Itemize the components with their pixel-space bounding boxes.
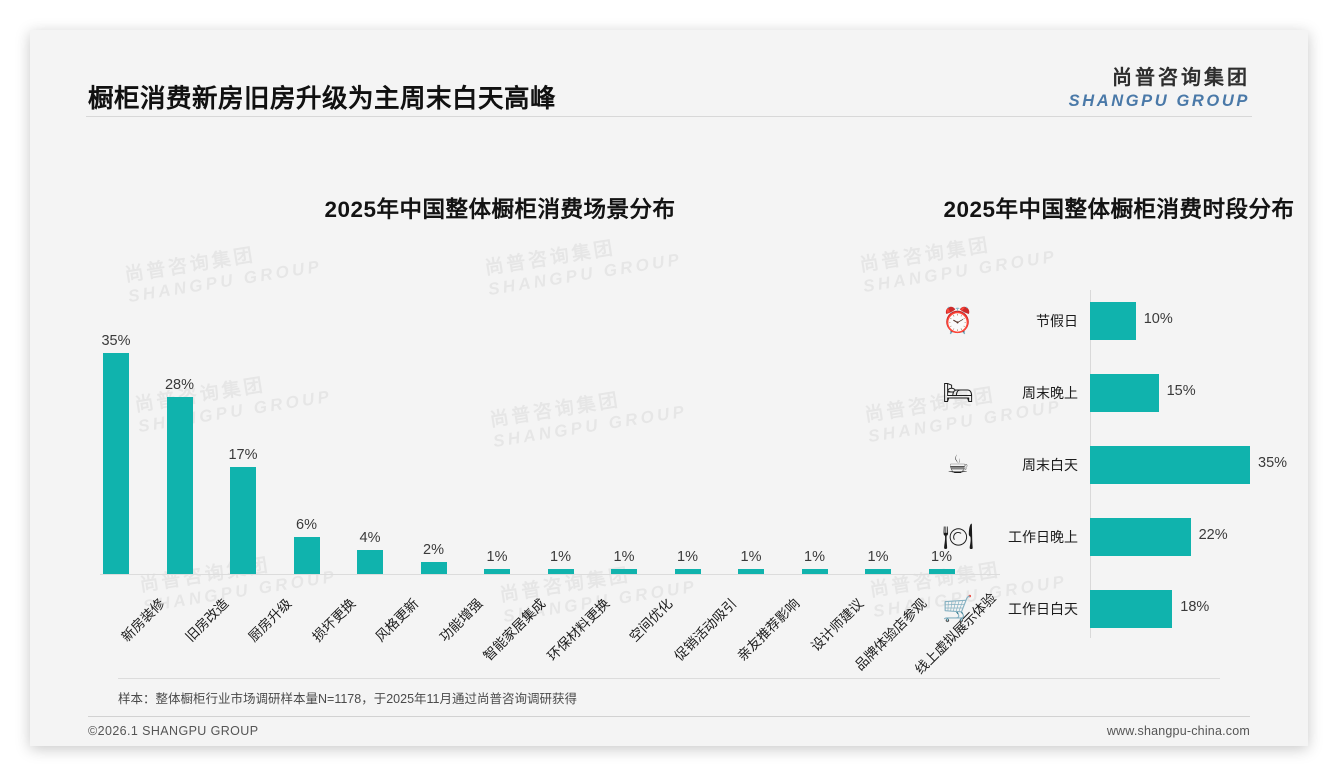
- footer-divider: [88, 716, 1250, 717]
- bar-value-label: 35%: [1258, 455, 1288, 471]
- bar-rect[interactable]: [484, 568, 510, 575]
- bar-track: 15%: [1090, 362, 1308, 424]
- page-title: 橱柜消费新房旧房升级为主周末白天高峰: [88, 85, 557, 113]
- bar-value-label: 18%: [1180, 599, 1210, 615]
- bar-rect[interactable]: [611, 568, 637, 575]
- logo-chinese-text: 尚普咨询集团: [1112, 67, 1250, 89]
- time-slot-row[interactable]: 🍽 工作日晚上 22%: [930, 506, 1308, 568]
- bar-value-label: 22%: [1198, 527, 1228, 543]
- bar-column[interactable]: 1%: [865, 300, 891, 575]
- brand-logo: 尚普咨询集团 SHANGPU GROUP: [1069, 66, 1250, 111]
- bar-rect[interactable]: [865, 568, 891, 575]
- time-slot-row[interactable]: ⏰ 节假日 10%: [930, 290, 1308, 352]
- row-category-label: 周末晚上: [1022, 385, 1078, 401]
- bar-value-label: 2%: [423, 542, 444, 559]
- row-category-label: 工作日晚上: [1008, 529, 1078, 545]
- bar-column[interactable]: 2%: [420, 300, 447, 575]
- bar-column[interactable]: 1%: [547, 300, 574, 575]
- bar-rect[interactable]: [1090, 590, 1173, 628]
- bar-column[interactable]: 17%: [228, 300, 258, 575]
- bar-value-label: 1%: [613, 548, 635, 565]
- bar-value-label: 17%: [228, 447, 258, 464]
- time-distribution-chart: 2025年中国整体橱柜消费时段分布 ⏰ 节假日 10% 🛏 周末晚上 15% ☕ 周末白天 35…: [930, 140, 1308, 660]
- bar-column[interactable]: 1%: [738, 300, 764, 575]
- chart-baseline: [100, 574, 1000, 575]
- bar-column[interactable]: 6%: [293, 300, 320, 575]
- bar-column[interactable]: 1%: [674, 300, 701, 575]
- bar-track: 18%: [1090, 578, 1308, 640]
- website-link[interactable]: www.shangpu-china.com: [1106, 724, 1250, 738]
- bar-rect[interactable]: [1090, 446, 1250, 484]
- bar-rect[interactable]: [103, 353, 129, 575]
- bar-value-label: 1%: [550, 548, 571, 565]
- coffee-cup-icon: ☕: [946, 450, 970, 479]
- bar-rect[interactable]: [1090, 518, 1191, 556]
- row-category-label: 周末白天: [1022, 457, 1078, 473]
- footnote-divider: [118, 678, 1220, 679]
- bar-value-label: 35%: [101, 333, 131, 349]
- bar-rect[interactable]: [230, 467, 256, 575]
- bar-rect[interactable]: [1090, 374, 1159, 412]
- time-slot-row[interactable]: 🛏 周末晚上 15%: [930, 362, 1308, 424]
- bar-value-label: 15%: [1166, 383, 1196, 399]
- sample-footnote: 样本：整体橱柜行业市场调研样本量N=1178，于2025年11月通过尚普咨询调研…: [118, 692, 577, 706]
- bar-rect[interactable]: [293, 536, 320, 575]
- copyright-text: ©2026.1 SHANGPU GROUP: [88, 724, 259, 738]
- header-divider: [86, 116, 1252, 117]
- bar-column[interactable]: 4%: [357, 300, 383, 575]
- bar-track: 10%: [1090, 290, 1308, 352]
- bar-value-label: 1%: [677, 548, 698, 565]
- bar-column[interactable]: 28%: [164, 300, 195, 575]
- shopping-cart-icon: 🛒: [942, 594, 974, 623]
- bar-rect[interactable]: [674, 568, 701, 575]
- bar-value-label: 1%: [931, 548, 952, 565]
- bed-icon: 🛏: [942, 378, 974, 407]
- horizontal-bar-group: ⏰ 节假日 10% 🛏 周末晚上 15% ☕ 周末白天 35% 🍽 工作日晚上 22% 🛒 工作日白天 18…: [930, 290, 1308, 640]
- row-category-label: 工作日白天: [1008, 601, 1078, 617]
- slide-card: 尚普咨询集团 SHANGPU GROUP 尚普咨询集团 SHANGPU GROU…: [30, 30, 1308, 746]
- bar-value-label: 1%: [486, 548, 508, 565]
- bar-value-label: 1%: [867, 548, 889, 565]
- bar-value-label: 1%: [804, 548, 825, 565]
- bar-rect[interactable]: [357, 549, 383, 575]
- scenario-distribution-chart: 2025年中国整体橱柜消费场景分布 35% 新房装修 28% 旧房改造 17% 厨房升级 6…: [70, 140, 1000, 677]
- bar-track: 22%: [1090, 506, 1308, 568]
- bar-rect[interactable]: [1090, 302, 1136, 340]
- bar-column[interactable]: 35%: [101, 300, 131, 575]
- slide-header: 橱柜消费新房旧房升级为主周末白天高峰 尚普咨询集团 SHANGPU GROUP: [30, 30, 1308, 116]
- plate-cutlery-icon: 🍽: [942, 522, 974, 551]
- row-category-label: 节假日: [1036, 313, 1078, 329]
- bar-rect[interactable]: [547, 568, 574, 575]
- bar-rect[interactable]: [801, 568, 828, 575]
- bar-rect[interactable]: [928, 568, 955, 575]
- bar-rect[interactable]: [166, 397, 193, 575]
- bar-value-label: 4%: [359, 529, 381, 546]
- bar-rect[interactable]: [420, 562, 447, 575]
- bar-value-label: 1%: [740, 548, 762, 565]
- bar-column[interactable]: 1%: [928, 300, 955, 575]
- bar-track: 35%: [1090, 434, 1308, 496]
- bar-column[interactable]: 1%: [484, 300, 510, 575]
- bar-value-label: 28%: [164, 377, 195, 394]
- bar-value-label: 6%: [296, 516, 317, 533]
- logo-english-text: SHANGPU GROUP: [1068, 92, 1250, 110]
- time-slot-row[interactable]: ☕ 周末白天 35%: [930, 434, 1308, 496]
- left-chart-title: 2025年中国整体橱柜消费场景分布: [324, 197, 676, 222]
- bar-value-label: 10%: [1143, 311, 1173, 327]
- right-chart-title: 2025年中国整体橱柜消费时段分布: [943, 197, 1295, 222]
- bar-column[interactable]: 1%: [611, 300, 637, 575]
- bar-rect[interactable]: [738, 568, 764, 575]
- bar-column[interactable]: 1%: [801, 300, 828, 575]
- time-slot-row[interactable]: 🛒 工作日白天 18%: [930, 578, 1308, 640]
- vertical-bar-group: 35% 新房装修 28% 旧房改造 17% 厨房升级 6% 损坏更换 4% 风格更新 2% 功能增强 1…: [100, 300, 1000, 677]
- alarm-clock-icon: ⏰: [942, 306, 974, 335]
